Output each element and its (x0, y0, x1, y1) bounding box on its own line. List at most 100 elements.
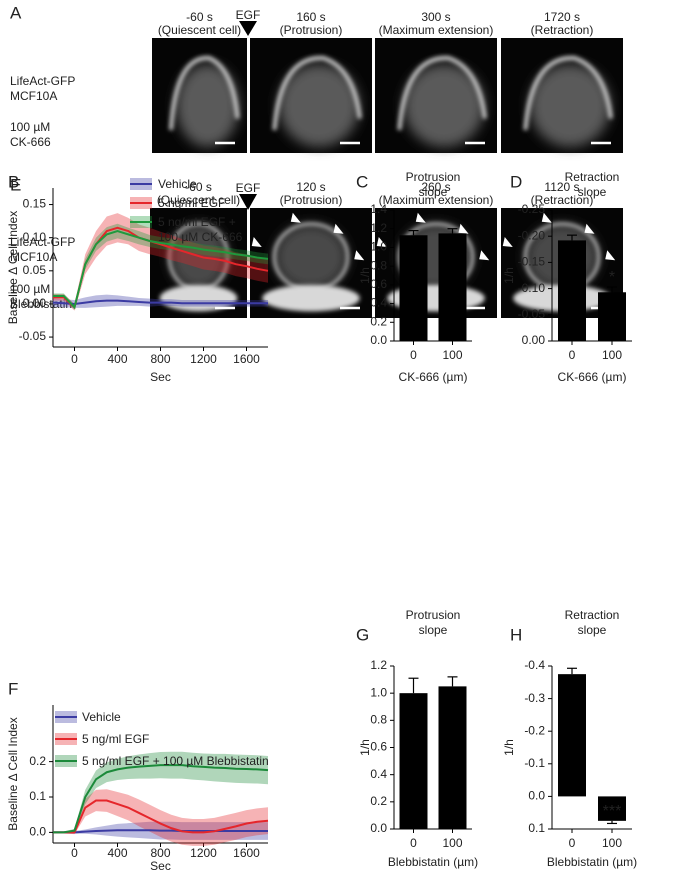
y-axis-label: 1/h (502, 739, 516, 756)
frame-time: 160 s (296, 10, 325, 24)
arrowhead (605, 250, 616, 261)
stimulus-label: EGF (236, 181, 261, 195)
panel-letter: F (8, 679, 18, 698)
cell (176, 64, 239, 147)
bar (438, 686, 467, 829)
series-line (53, 799, 269, 834)
y-tick-label: 1.2 (370, 658, 387, 672)
frame-time: -60 s (186, 10, 213, 24)
series-line (53, 764, 269, 834)
stimulus-label: EGF (236, 8, 261, 22)
cell (278, 64, 360, 147)
x-axis-label: Blebbistatin (µm) (547, 855, 637, 869)
y-tick-label: -0.25 (518, 202, 546, 216)
row-label: CK-666 (10, 135, 51, 149)
y-tick-label: 0.2 (370, 314, 387, 328)
panel-letter: C (356, 172, 368, 191)
y-tick-label: 0.2 (370, 794, 387, 808)
arrowhead (479, 250, 490, 261)
y-tick-label: -0.05 (518, 307, 546, 321)
error-band (53, 294, 268, 308)
y-tick-label: -0.3 (524, 691, 545, 705)
y-tick-label: 0.6 (370, 277, 387, 291)
y-tick-label: 0.0 (29, 825, 46, 839)
x-axis-label: CK-666 (µm) (399, 370, 468, 384)
arrowhead (251, 237, 262, 247)
series-line (53, 230, 269, 310)
y-axis-label: 1/h (358, 739, 372, 756)
legend-label: 5 ng/ml EGF (82, 732, 150, 746)
x-axis-label: CK-666 (µm) (558, 370, 627, 384)
y-tick-label: -0.05 (19, 329, 47, 343)
x-axis-label: Blebbistatin (µm) (388, 855, 478, 869)
row-label: 100 µM (10, 282, 50, 296)
panel-letter: B (8, 172, 19, 191)
x-tick-label: 0 (410, 836, 417, 850)
row-label: LifeAct-GFP (10, 74, 75, 88)
x-tick-label: 0 (569, 348, 576, 362)
error-band (53, 213, 268, 311)
x-tick-label: 800 (150, 352, 170, 366)
x-tick-label: 800 (150, 846, 170, 860)
x-tick-label: 100 (442, 836, 462, 850)
cell-edge (523, 55, 613, 131)
x-tick-label: 1200 (190, 846, 217, 860)
frame-caption: (Quiescent cell) (157, 193, 240, 207)
row-label: MCF10A (10, 89, 57, 103)
y-tick-label: 1.0 (370, 685, 387, 699)
frame-time: 1720 s (544, 10, 580, 24)
y-tick-label: 0.00 (522, 333, 546, 347)
y-tick-label: 0.2 (29, 754, 46, 768)
cell (403, 64, 485, 147)
x-tick-label: 0 (71, 352, 78, 366)
row-label: LifeAct-GFP (10, 235, 75, 249)
y-tick-label: -0.10 (518, 281, 546, 295)
x-tick-label: 100 (602, 348, 622, 362)
y-tick-label: -0.2 (524, 723, 545, 737)
series-line (53, 829, 268, 834)
chart-title: Retraction slope (564, 170, 620, 199)
panel-letter: H (510, 625, 522, 644)
y-axis-label: Baseline Δ Cell Index (6, 717, 20, 830)
bar (598, 292, 626, 341)
y-tick-label: -0.20 (518, 228, 546, 242)
frame-caption: (Retraction) (531, 193, 594, 207)
frame-time: 120 s (296, 180, 325, 194)
y-tick-label: 0.1 (29, 789, 46, 803)
y-tick-label: 0.05 (23, 263, 47, 277)
series-line (52, 299, 268, 305)
x-tick-label: 0 (410, 348, 417, 362)
x-tick-label: 400 (107, 352, 127, 366)
frame-caption: (Maximum extension) (379, 193, 494, 207)
y-tick-label: 0.0 (528, 789, 545, 803)
row-label: MCF10A (10, 250, 57, 264)
row-label: Blebbistatin (10, 297, 72, 311)
frame-caption: (Protrusion) (280, 23, 343, 37)
arrowhead (458, 223, 469, 234)
x-tick-label: 0 (71, 846, 78, 860)
arrowhead (584, 223, 595, 234)
y-tick-label: 0.6 (370, 740, 387, 754)
cell-base (262, 285, 360, 312)
frame-time: -60 s (185, 180, 212, 194)
chart-title: Protrusion slope (405, 170, 461, 199)
arrowhead (502, 237, 513, 247)
frame-caption: (Protrusion) (280, 193, 343, 207)
frame-time: 300 s (421, 10, 450, 24)
bar (558, 674, 586, 797)
cell-edge (272, 55, 362, 131)
frame-caption: (Maximum extension) (379, 23, 494, 37)
frame-time: 260 s (421, 180, 450, 194)
x-tick-label: 100 (442, 348, 462, 362)
arrowhead (376, 237, 387, 247)
bar (399, 693, 428, 829)
y-tick-label: -0.15 (518, 255, 546, 269)
y-tick-label: -0.1 (524, 756, 545, 770)
y-tick-label: 0.8 (370, 713, 387, 727)
chart-title: Protrusion slope (405, 608, 461, 637)
arrowhead (290, 212, 301, 223)
bar (399, 235, 428, 341)
x-axis-label: Sec (150, 370, 171, 384)
cell-edge (169, 55, 240, 131)
